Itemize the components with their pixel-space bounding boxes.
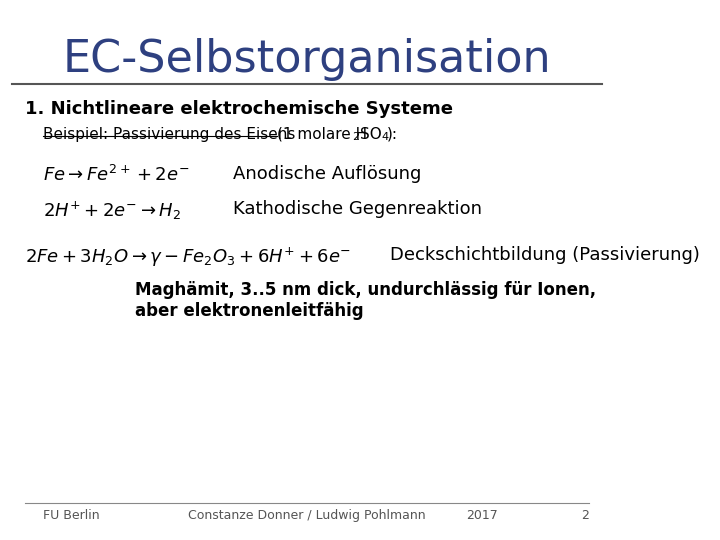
Text: 1. Nichtlineare elektrochemische Systeme: 1. Nichtlineare elektrochemische Systeme xyxy=(24,100,453,118)
Text: aber elektronenleitfähig: aber elektronenleitfähig xyxy=(135,302,364,320)
Text: (1 molare H: (1 molare H xyxy=(277,127,368,142)
Text: 2017: 2017 xyxy=(467,509,498,522)
Text: SO: SO xyxy=(360,127,382,142)
Text: Anodische Auflösung: Anodische Auflösung xyxy=(233,165,422,183)
Text: $2H^{+} + 2e^{-} \rightarrow H_{2}$: $2H^{+} + 2e^{-} \rightarrow H_{2}$ xyxy=(43,200,181,222)
Text: Deckschichtbildung (Passivierung): Deckschichtbildung (Passivierung) xyxy=(390,246,700,264)
Text: Constanze Donner / Ludwig Pohlmann: Constanze Donner / Ludwig Pohlmann xyxy=(188,509,426,522)
Text: 4: 4 xyxy=(381,132,388,143)
Text: Maghämit, 3..5 nm dick, undurchlässig für Ionen,: Maghämit, 3..5 nm dick, undurchlässig fü… xyxy=(135,281,596,299)
Text: 2: 2 xyxy=(581,509,589,522)
Text: Kathodische Gegenreaktion: Kathodische Gegenreaktion xyxy=(233,200,482,218)
Text: FU Berlin: FU Berlin xyxy=(43,509,99,522)
Text: $2Fe + 3H_{2}O \rightarrow \gamma - Fe_{2}O_{3} + 6H^{+} + 6e^{-}$: $2Fe + 3H_{2}O \rightarrow \gamma - Fe_{… xyxy=(24,246,351,269)
Text: ):: ): xyxy=(387,127,397,142)
Text: EC-Selbstorganisation: EC-Selbstorganisation xyxy=(63,38,552,81)
Text: Beispiel: Passivierung des Eisens: Beispiel: Passivierung des Eisens xyxy=(43,127,295,142)
Text: $Fe \rightarrow Fe^{2+} + 2e^{-}$: $Fe \rightarrow Fe^{2+} + 2e^{-}$ xyxy=(43,165,189,185)
Text: 2: 2 xyxy=(352,132,359,143)
